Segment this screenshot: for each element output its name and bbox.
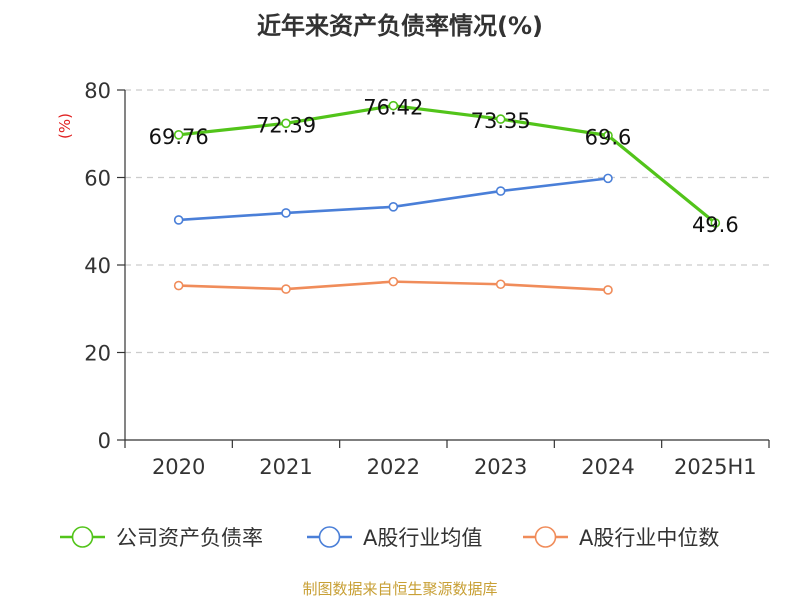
x-tick-label: 2025H1	[674, 455, 757, 479]
data-label: 69.6	[585, 126, 632, 150]
legend-marker-1	[71, 526, 94, 548]
series-point-2	[603, 173, 613, 184]
x-tick-label: 2020	[152, 455, 205, 479]
x-tick-label: 2024	[581, 455, 634, 479]
series-point-3	[603, 285, 613, 295]
x-tick-label: 2023	[474, 455, 527, 479]
data-label: 49.6	[692, 213, 739, 237]
series-line-2	[178, 177, 609, 222]
series-point-3	[495, 279, 506, 290]
series-point-1	[281, 118, 291, 129]
series-line-1	[178, 104, 717, 225]
data-label: 76.42	[363, 96, 423, 120]
series-point-2	[388, 202, 399, 212]
series-point-3	[388, 276, 399, 287]
legend-marker-3	[534, 526, 557, 548]
data-label: 73.35	[471, 109, 531, 133]
y-tick-label: 20	[84, 342, 111, 366]
y-tick-label: 0	[98, 429, 111, 453]
legend-label-2: A股行业均值	[363, 526, 482, 550]
data-label: 72.39	[256, 113, 316, 137]
x-tick-label: 2021	[259, 455, 312, 479]
series-point-2	[281, 208, 291, 218]
series-point-2	[495, 186, 506, 196]
chart-title: 近年来资产负债率情况(%)	[257, 12, 543, 40]
series-point-1	[388, 100, 399, 111]
series-point-1	[710, 218, 721, 228]
legend-marker-2	[318, 526, 341, 548]
series-point-1	[495, 114, 506, 124]
legend-label-1: 公司资产负债率	[116, 526, 263, 550]
y-tick-label: 60	[84, 167, 111, 191]
series-point-2	[173, 215, 184, 225]
series-point-3	[173, 280, 184, 291]
y-tick-label: 80	[84, 79, 111, 103]
data-label: 69.76	[149, 125, 209, 149]
y-axis-unit-label: (%)	[56, 113, 74, 139]
series-point-1	[603, 130, 613, 141]
legend-label-3: A股行业中位数	[579, 526, 719, 550]
x-tick-label: 2022	[367, 455, 420, 479]
series-point-3	[281, 284, 291, 294]
source-note: 制图数据来自恒生聚源数据库	[302, 580, 498, 598]
y-tick-label: 40	[84, 254, 111, 278]
series-point-1	[173, 130, 184, 140]
